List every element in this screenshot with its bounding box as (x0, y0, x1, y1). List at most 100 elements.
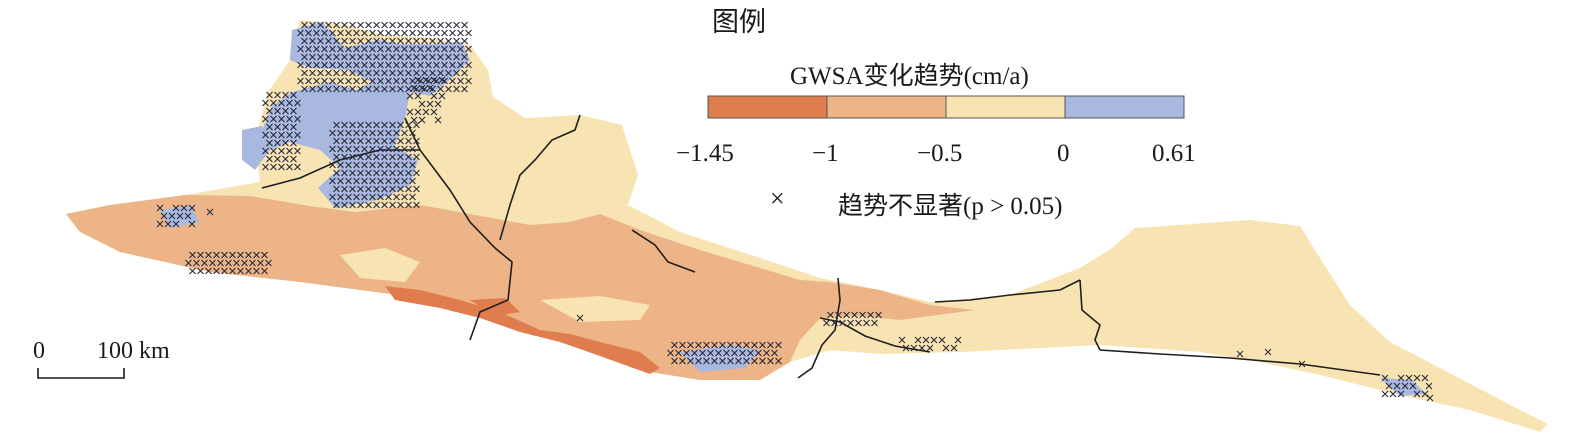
nonsignificant-mark (325, 21, 332, 29)
nonsignificant-mark (421, 69, 428, 77)
nonsignificant-mark (422, 76, 430, 84)
nonsignificant-mark (1381, 374, 1389, 382)
nonsignificant-mark (329, 77, 336, 85)
nonsignificant-mark (381, 169, 388, 177)
nonsignificant-mark (401, 129, 408, 137)
nonsignificant-mark (457, 77, 464, 85)
nonsignificant-mark (345, 77, 352, 85)
nonsignificant-mark (365, 53, 372, 61)
nonsignificant-mark (278, 131, 285, 139)
nonsignificant-mark (410, 116, 418, 124)
nonsignificant-mark (329, 177, 336, 185)
nonsignificant-mark (333, 121, 340, 129)
nonsignificant-mark (337, 77, 344, 85)
nonsignificant-mark (759, 341, 766, 349)
legend-tick: 0 (1057, 140, 1070, 167)
nonsignificant-mark (353, 61, 360, 69)
nonsignificant-mark (357, 137, 364, 145)
region-weak-patch (340, 248, 420, 282)
nonsignificant-mark (365, 185, 372, 193)
nonsignificant-mark (365, 201, 372, 209)
nonsignificant-mark (282, 139, 289, 147)
nonsignificant-mark (369, 193, 376, 201)
nonsignificant-mark (1421, 390, 1429, 398)
nonsignificant-mark (727, 341, 734, 349)
nonsignificant-mark (576, 314, 584, 322)
nonsignificant-mark (266, 91, 273, 99)
nonsignificant-mark (345, 177, 352, 185)
nonsignificant-mark (417, 61, 424, 69)
nonsignificant-mark (413, 169, 420, 177)
nonsignificant-mark (1409, 382, 1417, 390)
nonsignificant-mark (434, 116, 442, 124)
nonsignificant-mark (405, 201, 412, 209)
nonsignificant-mark (421, 53, 428, 61)
nonsignificant-mark (771, 349, 778, 357)
scale-bar-label: 100 km (97, 338, 170, 364)
nonsignificant-mark (205, 251, 212, 259)
nonsignificant-mark (954, 336, 962, 344)
nonsignificant-mark (290, 155, 297, 163)
nonsignificant-mark (922, 336, 930, 344)
nonsignificant-mark (262, 99, 269, 107)
nonsignificant-mark (699, 349, 706, 357)
nonsignificant-mark (333, 201, 340, 209)
nonsignificant-mark (229, 267, 236, 275)
nonsignificant-mark (193, 259, 200, 267)
nonsignificant-mark (377, 45, 384, 53)
nonsignificant-mark (942, 344, 950, 352)
nonsignificant-mark (217, 259, 224, 267)
nonsignificant-mark (675, 349, 682, 357)
nonsignificant-mark (397, 185, 404, 193)
nonsignificant-mark (237, 267, 244, 275)
nonsignificant-mark (313, 45, 320, 53)
nonsignificant-mark (270, 147, 277, 155)
nonsignificant-mark (337, 177, 344, 185)
nonsignificant-mark (329, 193, 336, 201)
nonsignificant-mark (671, 341, 678, 349)
nonsignificant-mark (1298, 360, 1306, 368)
nonsignificant-mark (385, 45, 392, 53)
nonsignificant-mark (389, 121, 396, 129)
legend-swatch (826, 95, 947, 119)
nonsignificant-mark (365, 69, 372, 77)
nonsignificant-mark (297, 77, 304, 85)
nonsignificant-mark (282, 123, 289, 131)
nonsignificant-mark (1401, 382, 1409, 390)
nonsignificant-mark (337, 29, 344, 37)
nonsignificant-mark (910, 344, 918, 352)
nonsignificant-mark (345, 161, 352, 169)
nonsignificant-mark (341, 185, 348, 193)
nonsignificant-mark (381, 21, 388, 29)
boundary-line (1079, 279, 1101, 351)
nonsignificant-mark (309, 37, 316, 45)
nonsignificant-mark (703, 357, 710, 365)
nonsignificant-mark (241, 259, 248, 267)
nonsignificant-mark (465, 61, 472, 69)
nonsignificant-mark (290, 107, 297, 115)
nonsignificant-mark (743, 341, 750, 349)
scale-bar-zero: 0 (33, 338, 45, 364)
nonsignificant-mark (286, 147, 293, 155)
nonsignificant-mark (349, 37, 356, 45)
nonsignificant-mark (671, 357, 678, 365)
nonsignificant-mark (164, 220, 172, 228)
nonsignificant-mark (357, 21, 364, 29)
nonsignificant-label: 趋势不显著(p > 0.05) (838, 193, 1063, 220)
nonsignificant-mark (278, 147, 285, 155)
nonsignificant-mark (365, 121, 372, 129)
nonsignificant-mark (406, 108, 414, 116)
nonsignificant-mark (461, 21, 468, 29)
nonsignificant-mark (373, 185, 380, 193)
nonsignificant-mark (385, 161, 392, 169)
nonsignificant-mark (197, 267, 204, 275)
nonsignificant-mark (369, 145, 376, 153)
nonsignificant-mark (329, 29, 336, 37)
nonsignificant-mark (317, 21, 324, 29)
nonsignificant-mark (751, 341, 758, 349)
nonsignificant-mark (357, 201, 364, 209)
nonsignificant-mark (278, 163, 285, 171)
nonsignificant-mark (418, 100, 426, 108)
nonsignificant-mark (365, 153, 372, 161)
legend-tick: −1.45 (676, 140, 734, 167)
